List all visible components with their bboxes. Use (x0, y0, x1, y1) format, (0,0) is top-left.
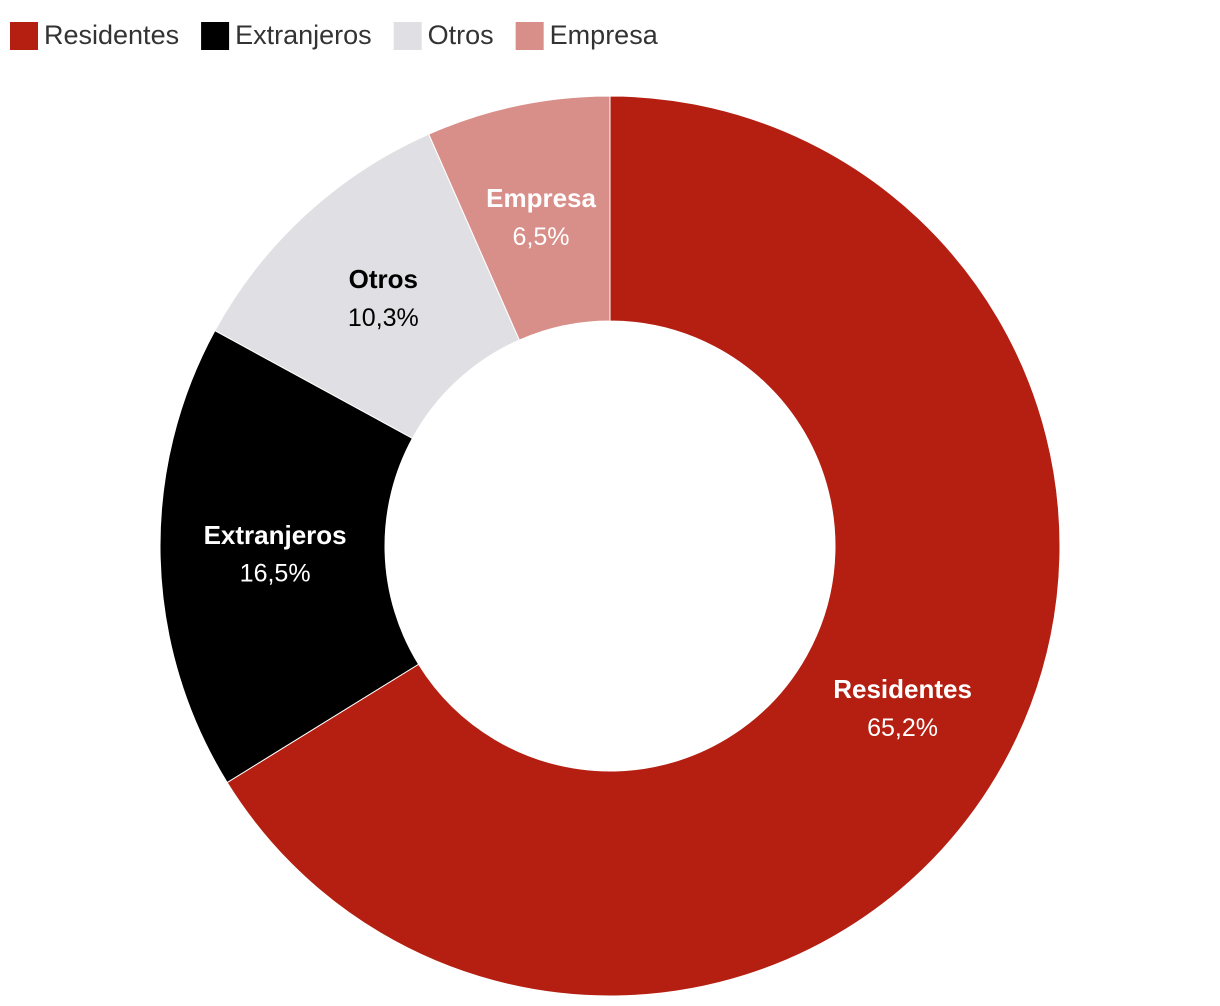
slice-name: Extranjeros (204, 520, 347, 550)
legend-label: Empresa (550, 20, 659, 50)
donut-slice (159, 329, 420, 784)
legend-swatch (515, 22, 544, 50)
legend-swatch (201, 22, 230, 50)
legend-label: Otros (428, 20, 494, 50)
slice-name: Otros (349, 264, 418, 294)
slice-name: Empresa (486, 183, 596, 213)
slice-value: 65,2% (867, 714, 938, 742)
donut-slice (428, 95, 611, 341)
donut-slice (214, 133, 521, 439)
slice-name: Residentes (833, 674, 972, 704)
slice-value: 6,5% (513, 223, 570, 251)
legend-label: Extranjeros (235, 20, 372, 50)
slice-value: 10,3% (348, 304, 419, 332)
donut-slice (226, 95, 1061, 997)
legend-swatch (10, 22, 38, 50)
legend-swatch (393, 22, 422, 50)
slice-value: 16,5% (240, 560, 311, 588)
legend-label: Residentes (44, 20, 179, 50)
